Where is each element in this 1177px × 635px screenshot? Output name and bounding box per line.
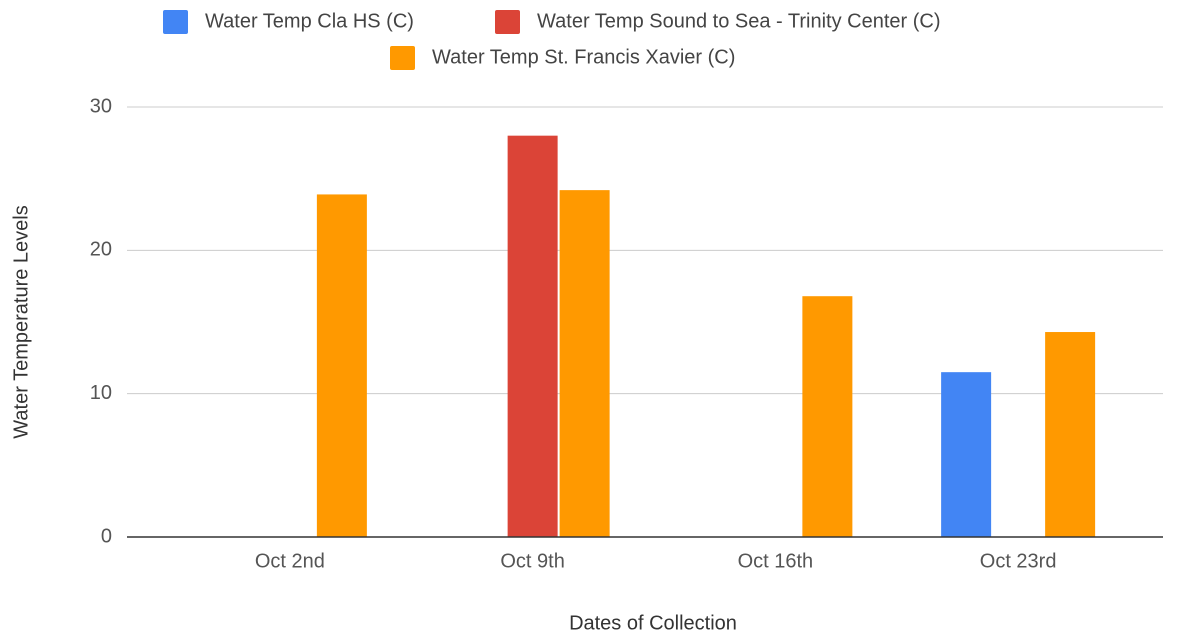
- x-axis-title: Dates of Collection: [569, 612, 737, 634]
- y-tick-label: 0: [101, 525, 112, 547]
- y-tick-label: 20: [90, 239, 112, 261]
- legend-label: Water Temp St. Francis Xavier (C): [432, 46, 735, 68]
- bar: [507, 135, 558, 537]
- x-tick-label: Oct 23rd: [980, 550, 1057, 572]
- legend-swatch: [163, 10, 188, 34]
- x-tick-label: Oct 9th: [500, 550, 564, 572]
- legend-label: Water Temp Cla HS (C): [205, 10, 414, 32]
- bar: [559, 190, 610, 537]
- legend-swatch: [495, 10, 520, 34]
- bar: [1045, 332, 1096, 537]
- bar: [802, 296, 853, 537]
- y-tick-label: 30: [90, 95, 112, 117]
- legend-label: Water Temp Sound to Sea - Trinity Center…: [537, 10, 941, 32]
- x-tick-label: Oct 2nd: [255, 550, 325, 572]
- bar: [941, 372, 992, 537]
- legend-swatch: [390, 46, 415, 70]
- y-tick-label: 10: [90, 382, 112, 404]
- y-axis-title: Water Temperature Levels: [10, 205, 32, 438]
- bar: [316, 194, 367, 537]
- x-tick-label: Oct 16th: [738, 550, 814, 572]
